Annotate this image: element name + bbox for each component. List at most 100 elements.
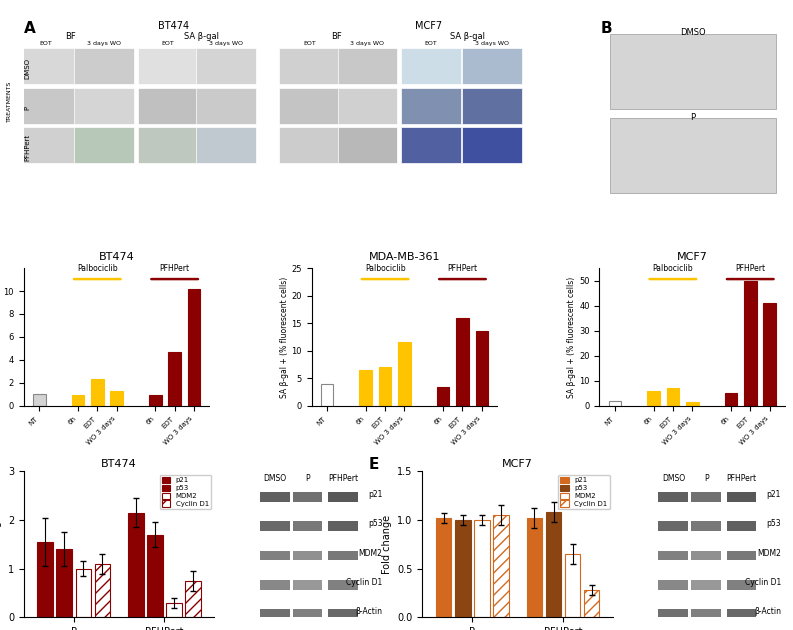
FancyBboxPatch shape — [293, 492, 323, 502]
FancyBboxPatch shape — [75, 88, 134, 123]
FancyBboxPatch shape — [16, 127, 76, 163]
FancyBboxPatch shape — [279, 88, 339, 123]
FancyBboxPatch shape — [691, 580, 721, 590]
Text: B: B — [600, 21, 612, 36]
FancyBboxPatch shape — [462, 88, 522, 123]
Bar — [744, 280, 757, 406]
FancyBboxPatch shape — [726, 580, 757, 590]
Text: MDM2: MDM2 — [358, 549, 382, 558]
FancyBboxPatch shape — [338, 127, 397, 163]
Bar — [188, 289, 201, 406]
FancyBboxPatch shape — [328, 609, 358, 619]
FancyBboxPatch shape — [196, 88, 256, 123]
Bar — [398, 343, 411, 406]
Bar — [493, 515, 508, 617]
FancyBboxPatch shape — [138, 127, 197, 163]
FancyBboxPatch shape — [691, 551, 721, 561]
Title: MCF7: MCF7 — [502, 459, 533, 469]
Text: PFHPert: PFHPert — [447, 264, 477, 273]
Text: p53: p53 — [766, 520, 781, 529]
Y-axis label: SA β-gal + (% fluorescent cells): SA β-gal + (% fluorescent cells) — [280, 277, 289, 398]
Text: BF: BF — [66, 32, 76, 41]
Text: 3 days WO: 3 days WO — [209, 41, 243, 46]
Bar — [321, 384, 333, 406]
Text: PFHPert: PFHPert — [328, 474, 358, 483]
FancyBboxPatch shape — [138, 88, 197, 123]
Text: P: P — [305, 474, 310, 483]
Bar — [686, 402, 699, 406]
Text: BF: BF — [331, 32, 343, 41]
FancyBboxPatch shape — [16, 88, 76, 123]
Text: 3 days WO: 3 days WO — [87, 41, 121, 46]
FancyBboxPatch shape — [328, 522, 358, 531]
Text: EOT: EOT — [162, 41, 174, 46]
Text: β-Actin: β-Actin — [355, 607, 382, 616]
FancyBboxPatch shape — [260, 551, 289, 561]
Bar — [546, 512, 561, 617]
FancyBboxPatch shape — [260, 522, 289, 531]
Text: PFHPert: PFHPert — [726, 474, 757, 483]
FancyBboxPatch shape — [75, 49, 134, 84]
Text: TREATMENTS: TREATMENTS — [7, 81, 13, 122]
Text: Cyclin D1: Cyclin D1 — [346, 578, 382, 587]
Bar — [764, 303, 776, 406]
Bar — [359, 370, 372, 406]
Bar — [33, 394, 45, 406]
Y-axis label: Fold change: Fold change — [0, 515, 2, 574]
FancyBboxPatch shape — [138, 49, 197, 84]
FancyBboxPatch shape — [260, 609, 289, 619]
FancyBboxPatch shape — [658, 580, 688, 590]
Bar — [608, 401, 621, 406]
FancyBboxPatch shape — [338, 88, 397, 123]
Bar — [94, 564, 110, 617]
Bar — [75, 569, 91, 617]
Text: EOT: EOT — [303, 41, 316, 46]
FancyBboxPatch shape — [691, 609, 721, 619]
Text: Palbociclib: Palbociclib — [77, 264, 117, 273]
FancyBboxPatch shape — [338, 49, 397, 84]
Y-axis label: SA β-gal + (% fluorescent cells): SA β-gal + (% fluorescent cells) — [567, 277, 577, 398]
FancyBboxPatch shape — [293, 580, 323, 590]
Text: DMSO: DMSO — [662, 474, 685, 483]
FancyBboxPatch shape — [401, 88, 462, 123]
FancyBboxPatch shape — [401, 127, 462, 163]
Bar — [584, 590, 600, 617]
Text: DMSO: DMSO — [680, 28, 706, 37]
Text: MDM2: MDM2 — [757, 549, 781, 558]
FancyBboxPatch shape — [658, 522, 688, 531]
FancyBboxPatch shape — [75, 127, 134, 163]
Bar — [147, 535, 163, 617]
Bar — [437, 387, 450, 406]
Bar — [91, 379, 104, 406]
Text: p21: p21 — [368, 490, 382, 499]
Text: EOT: EOT — [425, 41, 438, 46]
Text: PFHPert: PFHPert — [24, 134, 30, 161]
FancyBboxPatch shape — [196, 49, 256, 84]
FancyBboxPatch shape — [16, 49, 76, 84]
Text: E: E — [369, 457, 379, 472]
Legend: p21, p53, MDM2, Cyclin D1: p21, p53, MDM2, Cyclin D1 — [159, 475, 211, 509]
Text: β-Actin: β-Actin — [754, 607, 781, 616]
Text: PFHPert: PFHPert — [159, 264, 190, 273]
Bar — [149, 396, 162, 406]
Text: 3 days WO: 3 days WO — [351, 41, 385, 46]
Bar — [527, 518, 542, 617]
Bar — [71, 396, 84, 406]
FancyBboxPatch shape — [279, 127, 339, 163]
Text: P: P — [704, 474, 708, 483]
Bar — [167, 603, 182, 617]
Bar — [379, 367, 392, 406]
Bar — [647, 391, 660, 406]
Title: MDA-MB-361: MDA-MB-361 — [369, 252, 440, 261]
FancyBboxPatch shape — [658, 492, 688, 502]
Text: Palbociclib: Palbociclib — [365, 264, 405, 273]
FancyBboxPatch shape — [658, 551, 688, 561]
FancyBboxPatch shape — [726, 492, 757, 502]
Text: MCF7: MCF7 — [415, 21, 442, 31]
Y-axis label: Fold change: Fold change — [381, 515, 392, 574]
Bar — [56, 549, 72, 617]
FancyBboxPatch shape — [658, 609, 688, 619]
Text: P: P — [690, 113, 695, 122]
Text: Palbociclib: Palbociclib — [653, 264, 693, 273]
FancyBboxPatch shape — [691, 522, 721, 531]
